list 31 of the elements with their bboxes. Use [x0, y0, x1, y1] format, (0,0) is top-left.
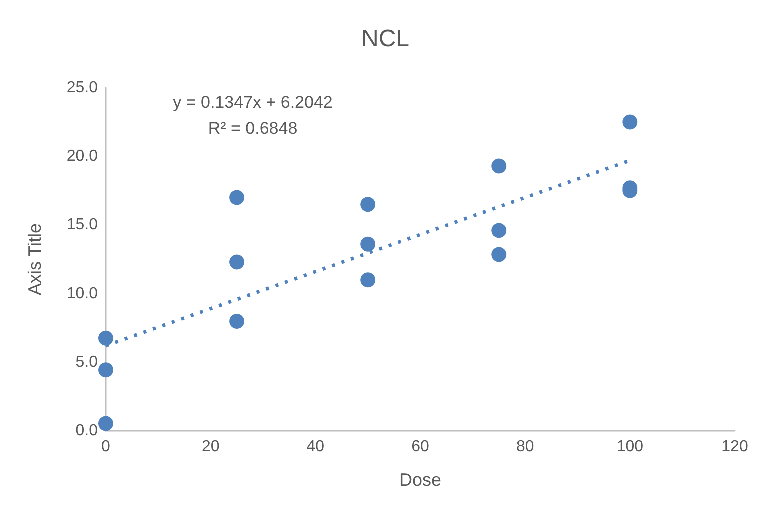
point — [360, 197, 376, 212]
x-tick-label: 100 — [616, 438, 644, 456]
point — [98, 330, 114, 346]
x-axis-title: Dose — [399, 470, 442, 490]
point — [360, 272, 376, 288]
y-tick-label: 5.0 — [76, 354, 98, 371]
y-tick-label: 15.0 — [66, 216, 98, 234]
point — [98, 362, 114, 378]
point — [360, 236, 376, 252]
point — [98, 416, 114, 432]
point — [492, 158, 507, 174]
point — [492, 247, 507, 262]
y-tick-label: 10.0 — [66, 285, 98, 302]
y-tick-label: 0.0 — [76, 422, 98, 440]
x-tick-label: 40 — [306, 438, 325, 456]
point — [492, 223, 507, 238]
annotation: R² = 0.6848 — [208, 119, 298, 138]
point — [230, 314, 245, 330]
y-tick-label: 25.0 — [66, 80, 98, 96]
chart-title: NCL — [361, 26, 410, 52]
point — [230, 254, 245, 270]
y-tick-label: 20.0 — [66, 148, 98, 166]
x-tick-label: 0 — [102, 438, 111, 456]
x-tick-label: 120 — [722, 438, 748, 456]
point — [622, 114, 638, 130]
point — [230, 190, 245, 206]
annotation: y = 0.1347x + 6.2042 — [173, 93, 333, 112]
x-tick-label: 20 — [202, 438, 220, 456]
x-tick-label: 80 — [516, 438, 534, 456]
y-axis-title: Axis Title — [25, 223, 45, 296]
x-tick-label: 60 — [412, 438, 430, 456]
